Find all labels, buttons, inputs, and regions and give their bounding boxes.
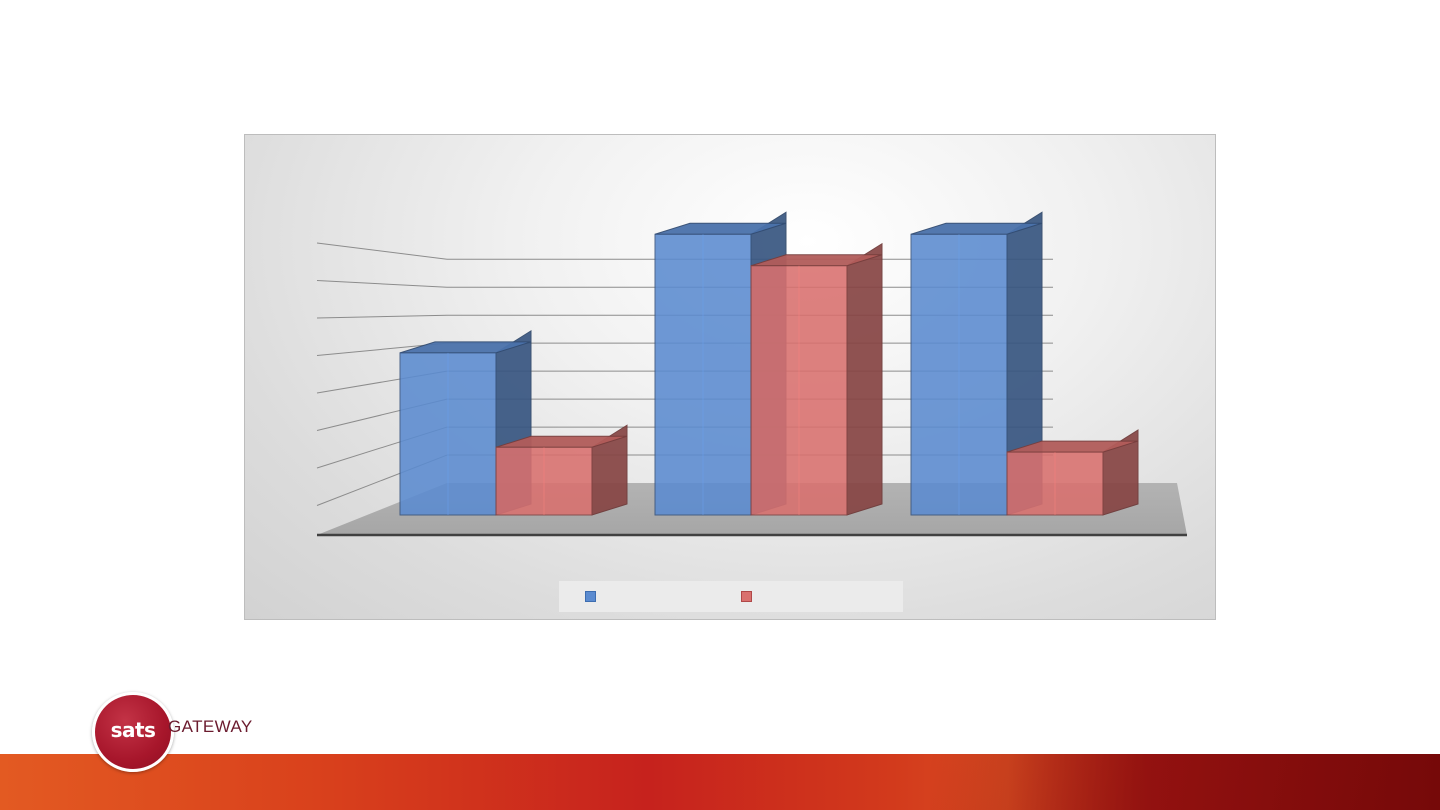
gridline-side-6 [316, 314, 448, 319]
footer-band [0, 754, 1440, 810]
chart-legend [559, 581, 903, 612]
gridline-side-7 [316, 280, 448, 288]
bar-red-3 [1006, 429, 1139, 516]
bar-red-2 [750, 242, 883, 516]
sats-gateway-logo: sats GATEWAY [92, 692, 282, 772]
gridline-side-8 [316, 242, 448, 260]
bar-blue-3 [910, 211, 1043, 516]
chart-bars [399, 211, 1139, 516]
logo-mark: sats [110, 718, 156, 742]
bar-side-face [846, 242, 883, 516]
footer-shade [930, 754, 1440, 810]
legend-item-series-2 [741, 591, 758, 602]
bar-chart [316, 211, 1187, 537]
logo-circle: sats [92, 692, 174, 772]
logo-word: GATEWAY [168, 717, 253, 736]
legend-swatch-red [741, 591, 752, 602]
chart-frame [244, 134, 1216, 620]
legend-item-series-1 [585, 591, 602, 602]
bar-blue-1 [399, 329, 532, 516]
legend-swatch-blue [585, 591, 596, 602]
bar-red-1 [495, 424, 628, 516]
